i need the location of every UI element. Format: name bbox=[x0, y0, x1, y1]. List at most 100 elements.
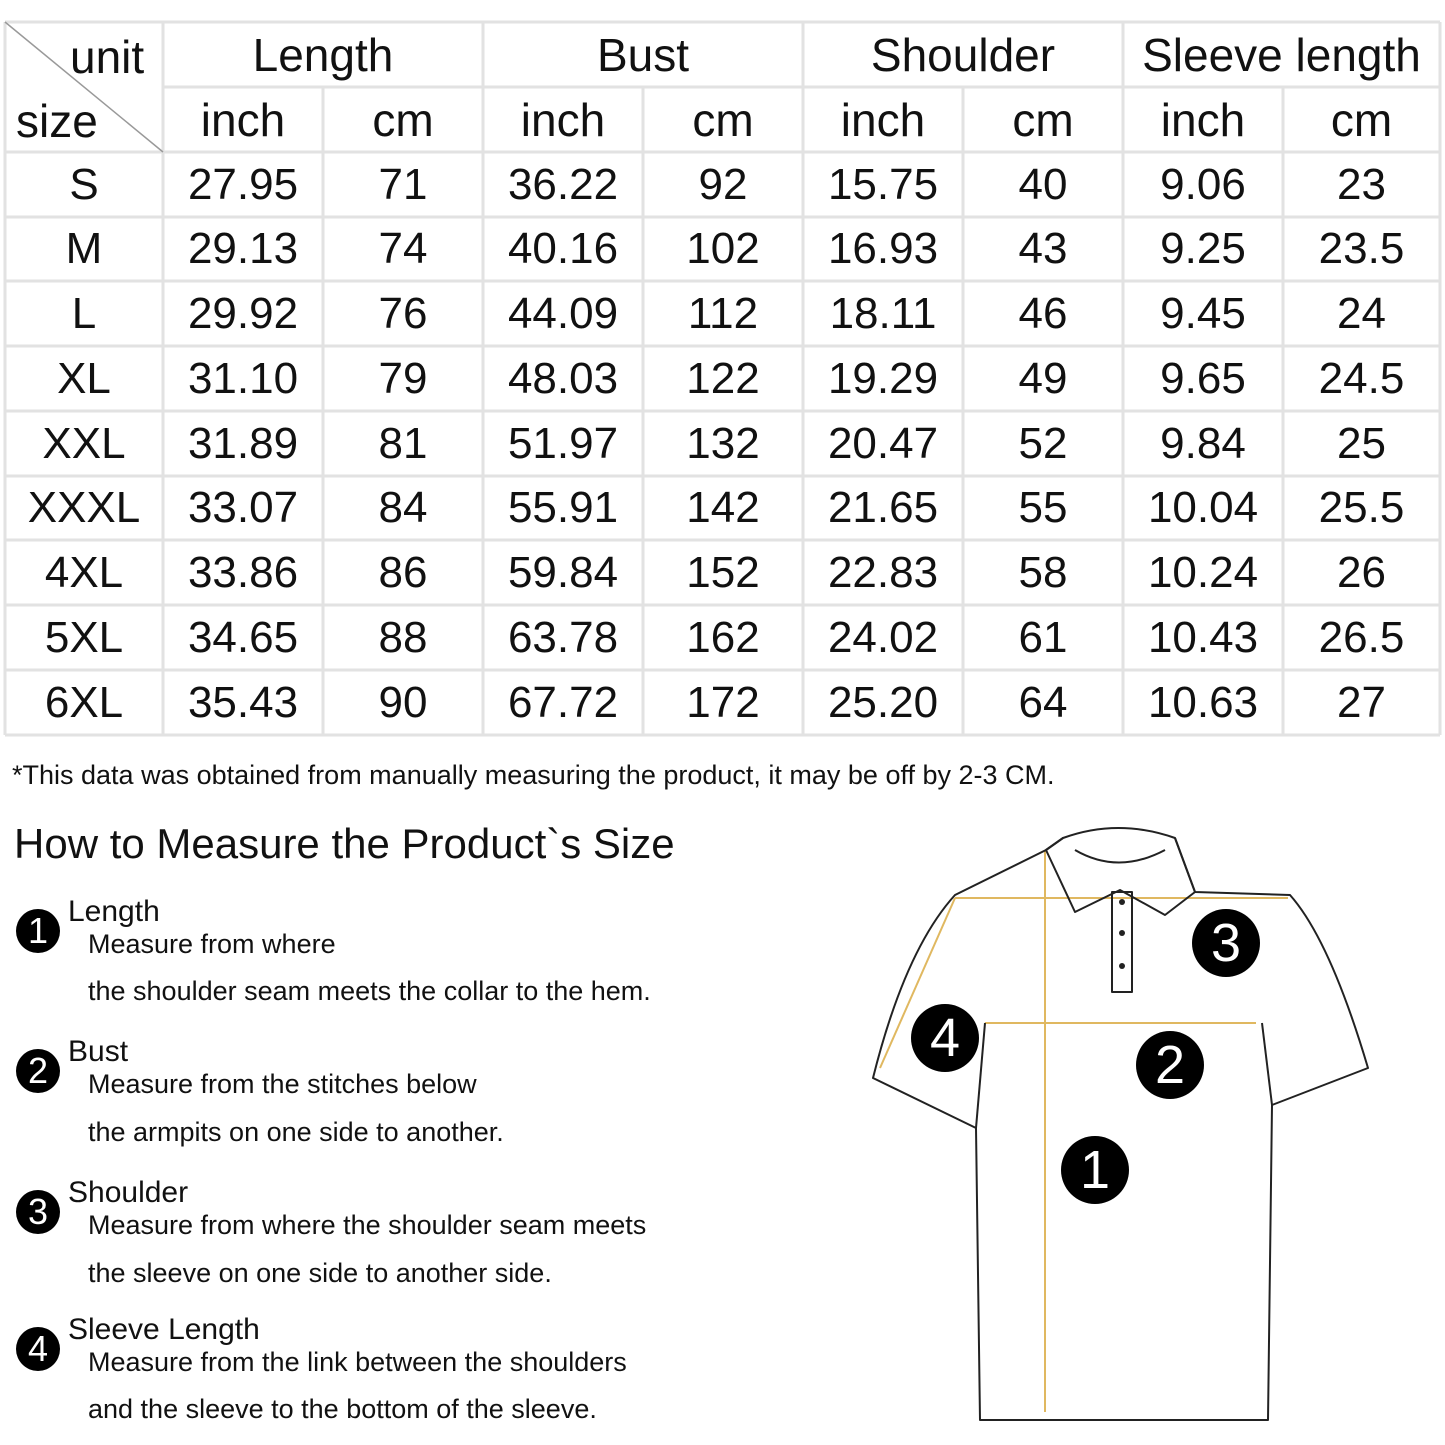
value-cell: 31.89 bbox=[187, 418, 299, 468]
value-cell: 88 bbox=[378, 612, 428, 662]
grid-line bbox=[4, 21, 164, 153]
size-label: XXL bbox=[42, 418, 126, 468]
value-cell: 86 bbox=[378, 547, 428, 597]
note: *This data was obtained from manually me… bbox=[12, 760, 1055, 790]
value-cell: 33.86 bbox=[187, 547, 299, 597]
value-cell: 81 bbox=[378, 418, 428, 468]
value-cell: 21.65 bbox=[827, 483, 939, 532]
value-cell: 102 bbox=[686, 224, 760, 273]
size-label: M bbox=[65, 224, 103, 273]
unit-header: inch bbox=[520, 93, 606, 146]
corner-size: size bbox=[16, 95, 98, 147]
item-line: Measure from where the shoulder seam mee… bbox=[88, 1210, 647, 1240]
item-line: the sleeve on one side to another side. bbox=[88, 1258, 552, 1288]
value-cell: 49 bbox=[1018, 353, 1068, 403]
value-cell: 35.43 bbox=[187, 677, 299, 727]
value-cell: 63.78 bbox=[507, 612, 619, 662]
value-cell: 9.84 bbox=[1160, 418, 1246, 468]
value-cell: 26 bbox=[1337, 547, 1386, 597]
item-line: the shoulder seam meets the collar to th… bbox=[88, 976, 651, 1006]
value-cell: 172 bbox=[686, 677, 760, 727]
value-cell: 76 bbox=[378, 288, 428, 338]
group-header: Bust bbox=[596, 28, 690, 81]
unit-header: cm bbox=[372, 93, 434, 146]
value-cell: 10.63 bbox=[1147, 677, 1259, 727]
diagram-marker: 2 bbox=[1136, 1031, 1204, 1099]
value-cell: 40 bbox=[1018, 159, 1068, 209]
size-label: S bbox=[69, 159, 99, 209]
guide-title: How to Measure the Product`s Size bbox=[14, 820, 675, 867]
value-cell: 46 bbox=[1018, 288, 1068, 338]
item-number: 4 bbox=[16, 1327, 60, 1371]
unit-header: cm bbox=[1330, 93, 1393, 146]
unit-header: inch bbox=[840, 93, 926, 146]
value-cell: 19.29 bbox=[827, 353, 939, 403]
value-cell: 10.24 bbox=[1147, 547, 1259, 597]
diagram-marker: 1 bbox=[1061, 1136, 1129, 1204]
item-title: Sleeve Length bbox=[68, 1313, 260, 1346]
value-cell: 22.83 bbox=[827, 547, 939, 597]
value-cell: 23 bbox=[1337, 159, 1386, 209]
value-cell: 9.65 bbox=[1160, 353, 1246, 403]
unit-header: inch bbox=[1160, 93, 1246, 146]
value-cell: 40.16 bbox=[507, 224, 619, 273]
value-cell: 23.5 bbox=[1318, 224, 1405, 273]
item-title: Shoulder bbox=[68, 1176, 189, 1209]
value-cell: 84 bbox=[378, 483, 428, 532]
value-cell: 10.04 bbox=[1147, 483, 1259, 532]
value-cell: 26.5 bbox=[1318, 612, 1405, 662]
size-label: XXXL bbox=[27, 483, 141, 532]
value-cell: 55 bbox=[1018, 483, 1068, 532]
value-cell: 43 bbox=[1018, 224, 1068, 273]
item-line: Measure from the stitches below bbox=[88, 1069, 477, 1099]
item-number: 3 bbox=[16, 1190, 60, 1234]
value-cell: 112 bbox=[687, 288, 759, 338]
value-cell: 29.13 bbox=[187, 224, 299, 273]
value-cell: 24 bbox=[1337, 288, 1386, 338]
item-number: 1 bbox=[16, 909, 60, 953]
value-cell: 92 bbox=[698, 159, 748, 209]
value-cell: 25.20 bbox=[827, 677, 939, 727]
item-line: Measure from where bbox=[88, 929, 336, 959]
size-label: 4XL bbox=[44, 547, 124, 597]
value-cell: 74 bbox=[378, 224, 428, 273]
unit-header: cm bbox=[1012, 93, 1074, 146]
value-cell: 10.43 bbox=[1147, 612, 1259, 662]
diagram-marker: 3 bbox=[1192, 909, 1260, 977]
value-cell: 44.09 bbox=[507, 288, 619, 338]
group-header: Sleeve length bbox=[1142, 28, 1421, 81]
value-cell: 79 bbox=[378, 353, 428, 403]
value-cell: 25.5 bbox=[1318, 483, 1405, 532]
value-cell: 18.11 bbox=[829, 288, 937, 338]
item-number: 2 bbox=[16, 1049, 60, 1093]
value-cell: 71 bbox=[378, 159, 428, 209]
unit-header: inch bbox=[200, 93, 286, 146]
value-cell: 31.10 bbox=[187, 353, 299, 403]
value-cell: 152 bbox=[686, 547, 760, 597]
value-cell: 162 bbox=[686, 612, 760, 662]
value-cell: 142 bbox=[686, 483, 760, 532]
sleeve-line bbox=[879, 897, 956, 1069]
value-cell: 9.25 bbox=[1160, 224, 1246, 273]
value-cell: 20.47 bbox=[827, 418, 939, 468]
corner-unit: unit bbox=[70, 31, 145, 83]
size-label: XL bbox=[57, 353, 111, 403]
group-header: Shoulder bbox=[870, 28, 1056, 81]
value-cell: 58 bbox=[1018, 547, 1068, 597]
size-label: L bbox=[71, 288, 97, 338]
group-header: Length bbox=[252, 28, 394, 81]
value-cell: 122 bbox=[686, 353, 760, 403]
shirt-outline bbox=[872, 827, 1369, 1421]
value-cell: 61 bbox=[1018, 612, 1068, 662]
item-title: Length bbox=[68, 895, 160, 928]
value-cell: 36.22 bbox=[507, 159, 619, 209]
measure-lines bbox=[879, 850, 1288, 1412]
value-cell: 15.75 bbox=[827, 159, 939, 209]
value-cell: 132 bbox=[686, 418, 760, 468]
value-cell: 90 bbox=[378, 677, 428, 727]
diagram-marker: 4 bbox=[911, 1004, 979, 1072]
value-cell: 9.06 bbox=[1160, 159, 1246, 209]
value-cell: 59.84 bbox=[507, 547, 619, 597]
